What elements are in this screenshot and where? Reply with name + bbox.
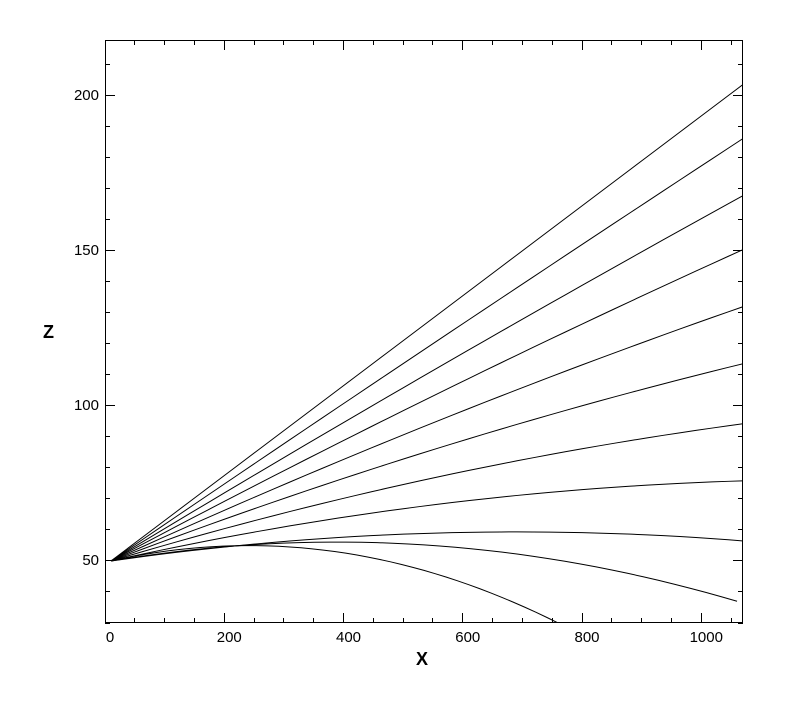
x-axis-label: X (416, 649, 428, 670)
z-tick-label: 50 (63, 552, 99, 569)
trajectory-line (111, 71, 761, 561)
x-tick-label: 800 (567, 629, 607, 646)
x-tick-label: 600 (448, 629, 488, 646)
z-tick-label: 100 (63, 397, 99, 414)
trajectory-line (111, 300, 761, 560)
trajectory-line (111, 542, 737, 601)
trajectory-line (111, 546, 558, 623)
x-tick-label: 400 (329, 629, 369, 646)
x-tick-label: 1000 (686, 629, 726, 646)
z-tick-label: 150 (63, 242, 99, 259)
trajectory-line (111, 359, 761, 561)
trajectory-line (111, 127, 761, 561)
z-tick-label: 200 (63, 87, 99, 104)
trajectory-line (111, 421, 761, 561)
z-axis-label: Z (43, 322, 54, 343)
x-tick-label: 200 (209, 629, 249, 646)
trajectory-curves (0, 0, 798, 710)
trajectory-line (111, 242, 761, 561)
x-tick-label: 0 (90, 629, 130, 646)
